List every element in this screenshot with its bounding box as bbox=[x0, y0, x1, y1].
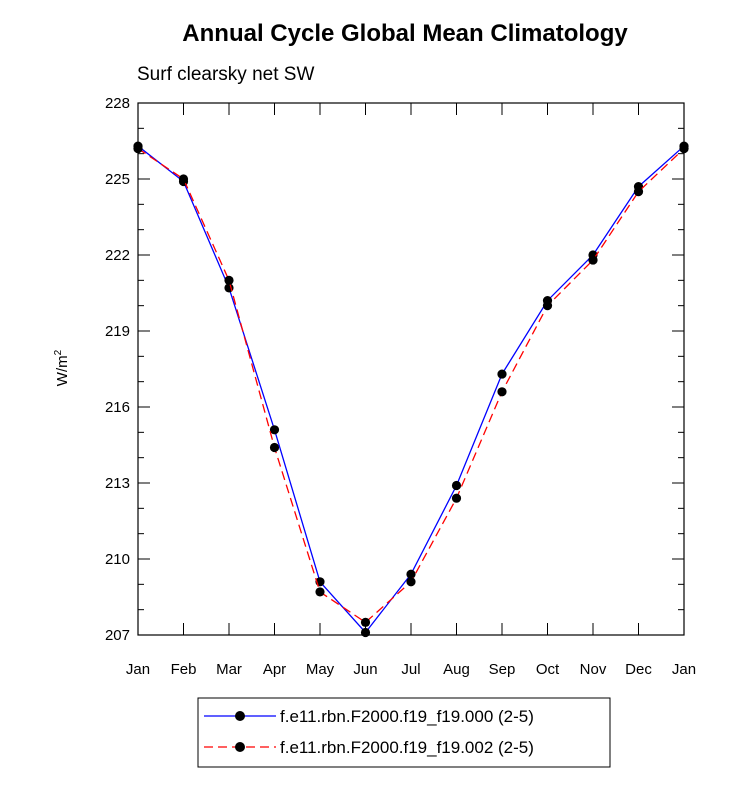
x-tick-label: Jun bbox=[353, 661, 377, 678]
data-point-series-1 bbox=[497, 369, 507, 379]
series-line-2 bbox=[137, 148, 685, 624]
data-point-series-1 bbox=[451, 480, 462, 491]
x-tick-label: Oct bbox=[536, 661, 560, 678]
data-point-series-2 bbox=[497, 387, 507, 397]
y-tick-label: 216 bbox=[105, 399, 130, 416]
series-line-1 bbox=[137, 145, 685, 634]
x-tick-label: Jul bbox=[401, 661, 420, 678]
y-tick-label: 222 bbox=[105, 247, 130, 264]
y-tick-label: 213 bbox=[105, 475, 130, 492]
data-point-series-2 bbox=[360, 617, 371, 627]
y-tick-label: 228 bbox=[105, 95, 130, 112]
data-point-series-2 bbox=[406, 577, 416, 587]
x-tick-label: Nov bbox=[580, 661, 607, 678]
y-tick-label: 210 bbox=[105, 551, 130, 568]
legend-box bbox=[197, 697, 611, 768]
data-point-series-1 bbox=[360, 627, 371, 638]
x-tick-label: Aug bbox=[443, 661, 470, 678]
data-point-series-2 bbox=[542, 301, 553, 311]
x-tick-label: Apr bbox=[263, 661, 286, 678]
data-point-series-1 bbox=[269, 425, 280, 435]
y-tick-label: 219 bbox=[105, 323, 130, 340]
data-point-series-2 bbox=[679, 144, 689, 154]
legend-label-series-1: f.e11.rbn.F2000.f19_f19.000 (2-5) bbox=[280, 707, 534, 726]
data-point-series-2 bbox=[633, 187, 644, 197]
data-point-series-2 bbox=[588, 255, 598, 265]
x-tick-label: Jan bbox=[672, 661, 696, 678]
data-point-series-2 bbox=[315, 587, 325, 597]
x-tick-label: Feb bbox=[171, 661, 197, 678]
x-tick-label: May bbox=[306, 661, 335, 678]
y-axis-label: W/m2 bbox=[53, 349, 71, 386]
plot-area: 207 210 213 216 219 222 225 228 Jan Feb Mar Apr May J… bbox=[105, 95, 696, 678]
data-point-series-2 bbox=[451, 493, 462, 503]
x-tick-label: Mar bbox=[216, 661, 242, 678]
data-point-series-2 bbox=[269, 442, 280, 453]
x-tick-label: Sep bbox=[489, 661, 516, 678]
data-point-series-2 bbox=[178, 174, 189, 184]
y-tick-label: 225 bbox=[105, 171, 130, 188]
legend-marker-series-2 bbox=[235, 742, 245, 752]
legend-marker-series-1 bbox=[235, 711, 245, 721]
y-tick-label: 207 bbox=[105, 627, 130, 644]
data-point-series-1 bbox=[406, 569, 416, 579]
legend-label-series-2: f.e11.rbn.F2000.f19_f19.002 (2-5) bbox=[280, 738, 534, 757]
x-tick-label: Jan bbox=[126, 661, 150, 678]
chart-subtitle: Surf clearsky net SW bbox=[137, 64, 314, 85]
data-point-series-2 bbox=[224, 275, 234, 285]
legend: f.e11.rbn.F2000.f19_f19.000 (2-5) f.e11.… bbox=[197, 697, 611, 768]
chart-title: Annual Cycle Global Mean Climatology bbox=[182, 20, 628, 47]
plot-frame bbox=[137, 102, 685, 636]
x-tick-label: Dec bbox=[625, 661, 652, 678]
data-point-series-2 bbox=[133, 144, 143, 154]
